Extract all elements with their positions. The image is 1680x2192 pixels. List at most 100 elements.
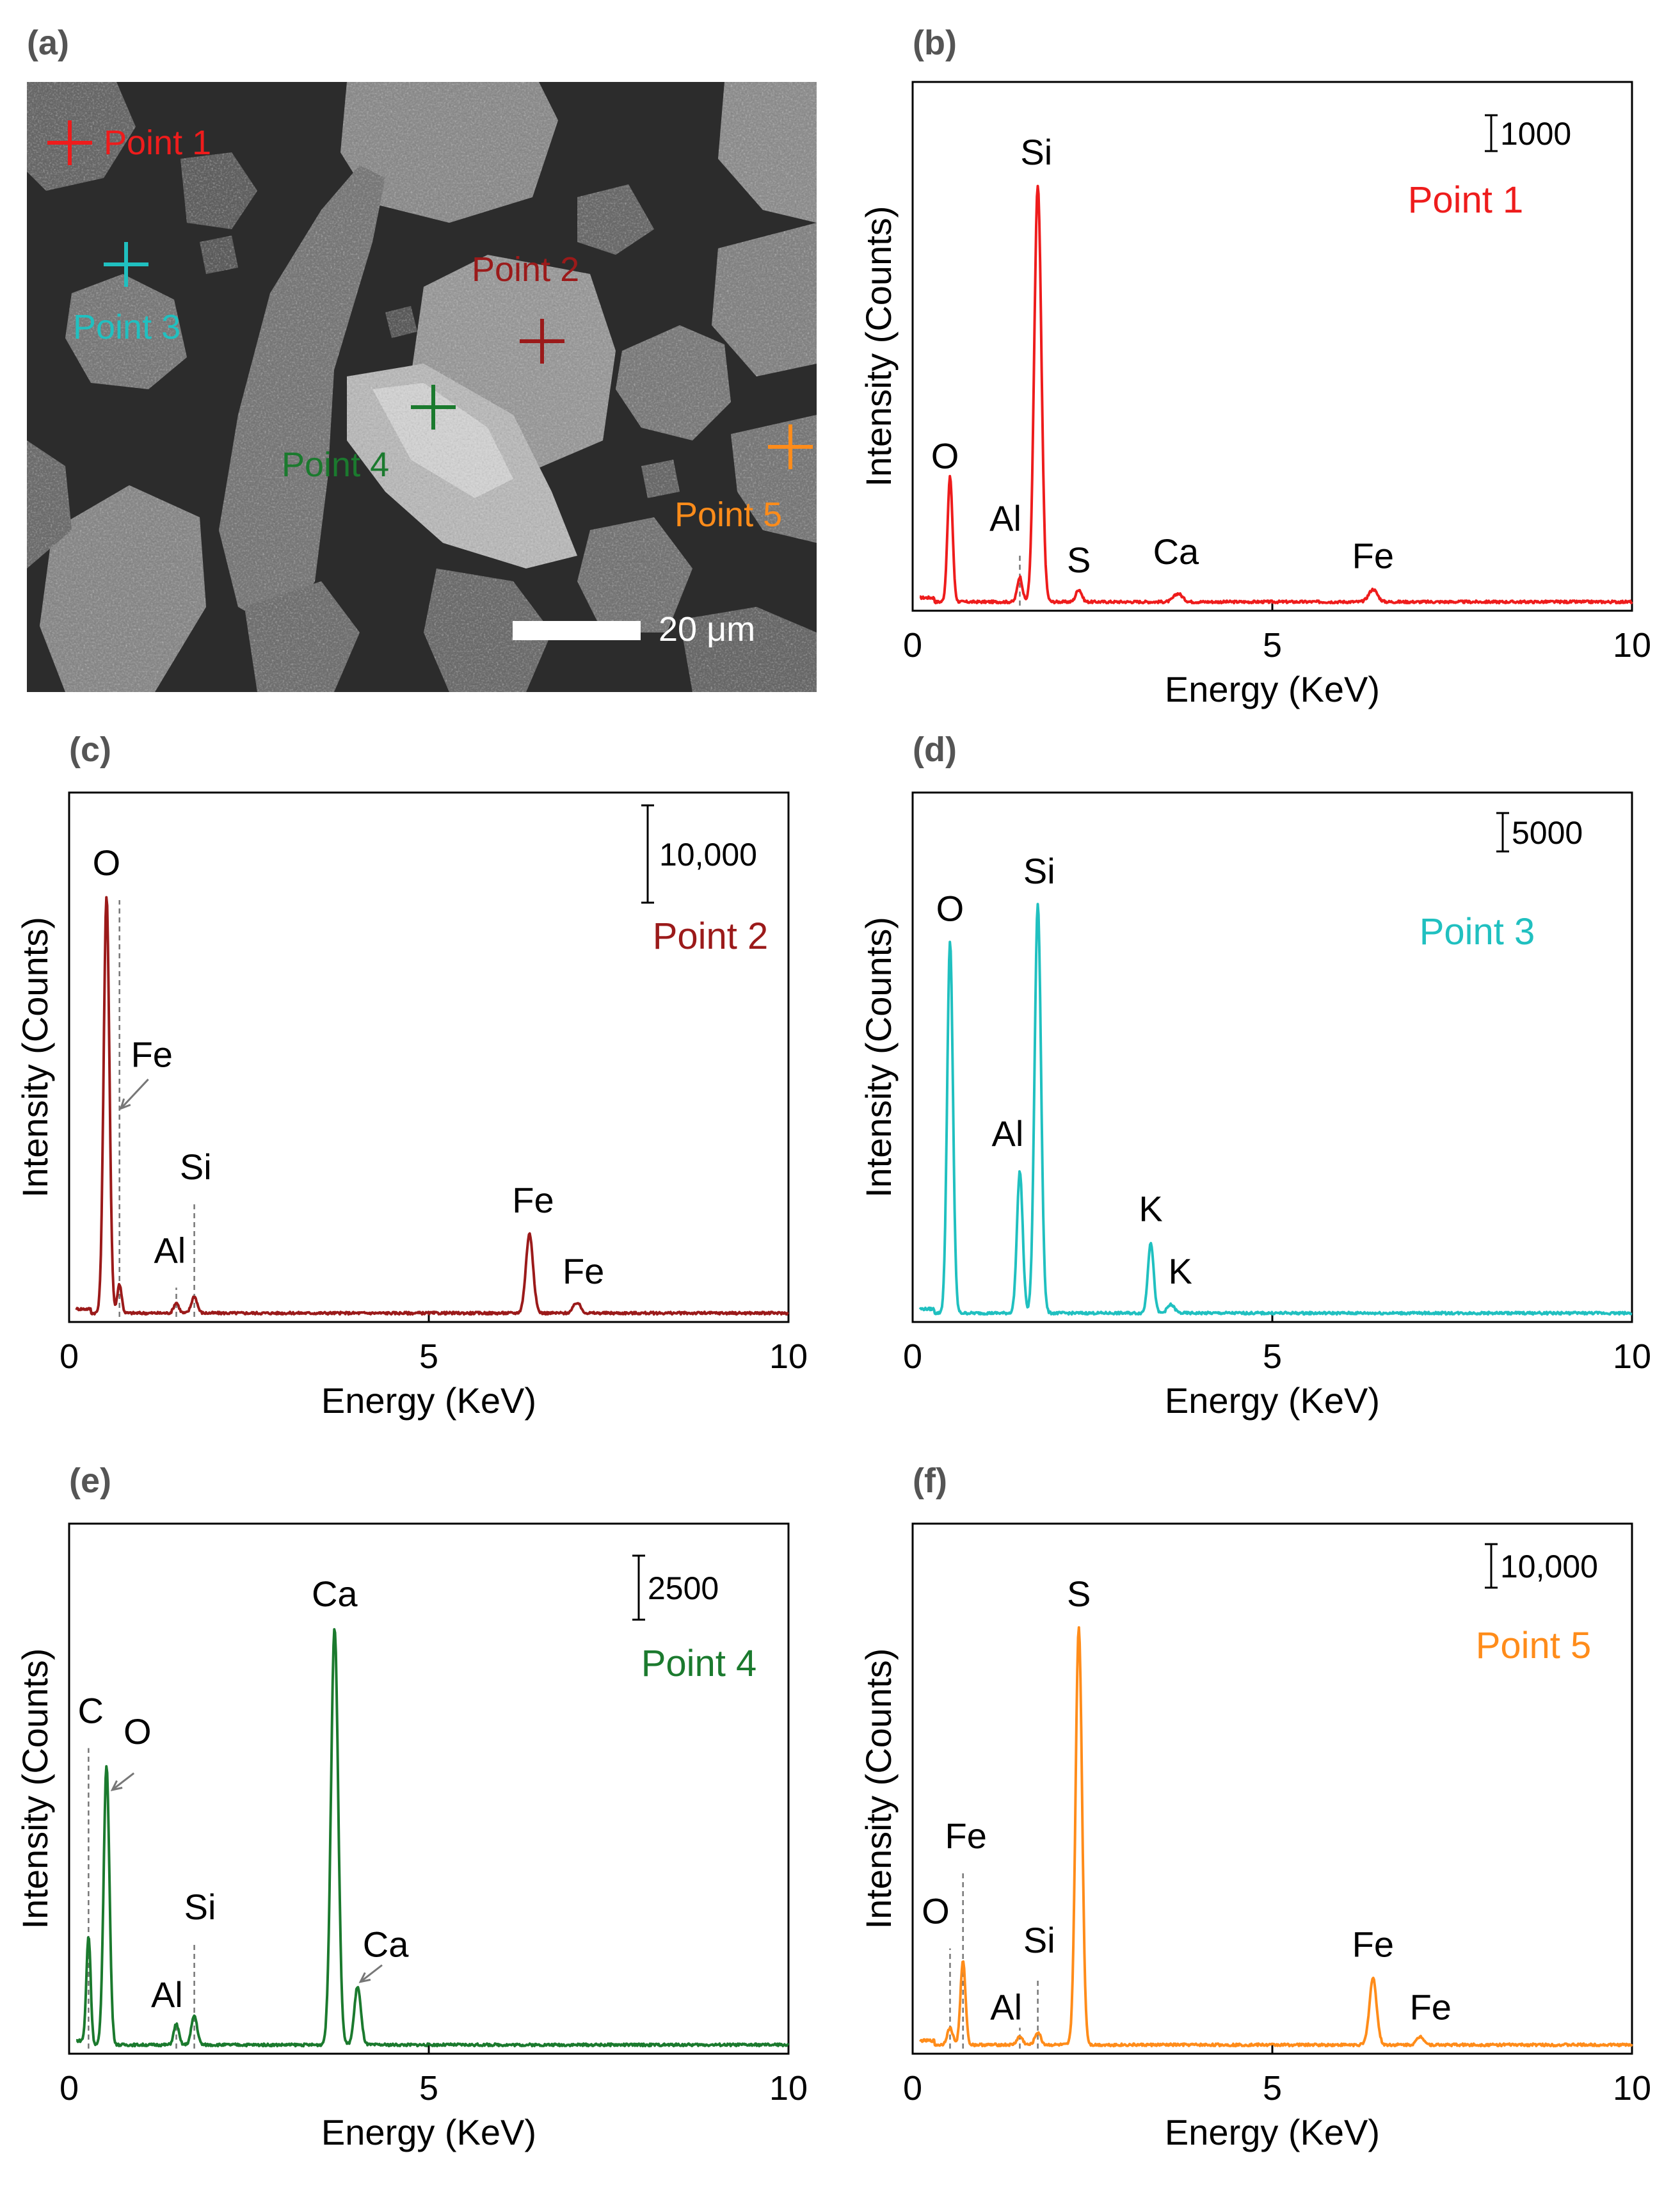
x-axis-label: Energy (KeV) [1165,2112,1380,2152]
x-axis-label: Energy (KeV) [321,2112,536,2152]
peak-label: C [77,1691,103,1731]
peak-arrow-head [110,1780,123,1791]
peak-label: Fe [1352,1924,1394,1965]
peak-label: S [1067,540,1091,580]
intensity-scale-label: 10,000 [1500,1549,1598,1584]
peak-label: Al [990,1986,1022,2027]
y-axis-label: Intensity (Counts) [15,1648,55,1930]
spectrum-line [76,1628,790,2048]
spectrum-title: Point 4 [641,1643,757,1684]
spectrum-line [919,184,1633,605]
peak-arrow [360,1964,383,1983]
chart-f: 0 5 10 Energy (KeV) Intensity (Counts) 10,000… [858,1522,1651,2152]
peak-label: Al [991,1113,1023,1154]
scale-bar [513,621,641,640]
spectrum-title: Point 1 [1408,179,1524,221]
panel-label-e: (e) [69,1462,111,1500]
peak-arrow [111,1772,135,1791]
spectrum-title: Point 2 [653,915,769,957]
peak-label: O [922,1890,950,1931]
peak-label: Al [154,1230,186,1270]
plot-frame [911,1522,1633,2055]
peak-label: Fe [131,1034,173,1074]
x-tick-label: 10 [769,1337,808,1376]
plot-frame [911,791,1633,1323]
chart-d: 0 5 10 Energy (KeV) Intensity (Counts) 5000 Po… [858,791,1651,1421]
point-marker-4 [411,385,456,430]
peak-label: Ca [312,1574,358,1614]
x-tick-label: 5 [419,1337,438,1376]
point-marker-1 [47,120,92,165]
peak-arrow-head [358,1972,371,1983]
peak-label: Si [1020,132,1052,172]
peak-label: K [1168,1251,1192,1291]
intensity-scale-label: 2500 [648,1570,719,1606]
peak-label: O [931,435,959,476]
point-label-3: Point 3 [73,308,181,346]
point-label-4: Point 4 [282,446,390,484]
x-tick-label: 0 [903,1337,922,1376]
scale-bar-label: 20 μm [659,610,756,649]
peak-label: Fe [1352,535,1394,576]
x-tick-label: 0 [60,2069,79,2107]
panel-label-d: (d) [913,730,957,769]
x-tick-label: 0 [903,626,922,665]
spectrum-line [918,903,1633,1316]
x-tick-label: 5 [419,2069,438,2107]
peak-label: Ca [363,1924,409,1965]
intensity-scale-label: 1000 [1500,116,1571,152]
peak-label: Fe [563,1251,604,1291]
x-tick-label: 10 [1613,626,1651,665]
point-marker-2 [520,319,564,364]
spectrum-title: Point 5 [1476,1625,1592,1666]
peak-label: Fe [512,1180,554,1220]
point-label-5: Point 5 [675,496,783,534]
chart-c: 0 5 10 Energy (KeV) Intensity (Counts) 10,000… [15,791,808,1421]
x-tick-label: 10 [769,2069,808,2107]
panel-label-a: (a) [27,24,69,62]
chart-e: 0 5 10 Energy (KeV) Intensity (Counts) 2500 Po… [15,1522,808,2152]
peak-label: S [1067,1574,1091,1614]
peak-label: O [93,842,121,883]
spectrum-line [75,896,789,1316]
y-axis-label: Intensity (Counts) [858,1648,899,1930]
x-tick-label: 10 [1613,1337,1651,1376]
y-axis-label: Intensity (Counts) [15,917,55,1198]
y-axis-label: Intensity (Counts) [858,206,899,487]
x-tick-label: 5 [1263,1337,1282,1376]
peak-label: Si [180,1147,212,1187]
peak-label: Si [1023,851,1055,891]
chart-b: 0 5 10 Energy (KeV) Intensity (Counts) 1000 Po… [858,81,1651,709]
peak-arrow [120,1078,149,1109]
x-tick-label: 5 [1263,2069,1282,2107]
y-axis-label: Intensity (Counts) [858,917,899,1198]
spectrum-line [918,1626,1633,2048]
peak-label: Fe [945,1816,986,1856]
peak-label: Al [151,1974,183,2015]
x-axis-label: Energy (KeV) [1165,1380,1380,1421]
sem-micrograph: Point 1 Point 2 Point 3 Point 4 Point 5 … [27,82,817,692]
panel-label-f: (f) [913,1462,947,1500]
intensity-scale-label: 5000 [1512,815,1583,851]
peak-arrow-head [119,1098,131,1111]
x-tick-label: 0 [60,1337,79,1376]
point-label-1: Point 1 [104,124,212,162]
point-marker-5 [768,424,813,469]
peak-label: Si [1023,1920,1055,1960]
x-tick-label: 0 [903,2069,922,2107]
x-axis-label: Energy (KeV) [321,1380,536,1421]
peak-label: Al [989,498,1021,538]
x-tick-label: 5 [1263,626,1282,665]
intensity-scale-label: 10,000 [659,837,757,873]
peak-label: K [1139,1188,1162,1229]
panel-label-b: (b) [913,24,957,62]
peak-label: O [936,889,964,929]
x-axis-label: Energy (KeV) [1165,669,1380,709]
x-tick-label: 10 [1613,2069,1651,2107]
point-label-2: Point 2 [472,250,580,289]
peak-label: Ca [1153,531,1199,572]
panel-label-c: (c) [69,730,111,769]
point-marker-3 [104,242,148,287]
spectrum-title: Point 3 [1420,911,1535,953]
